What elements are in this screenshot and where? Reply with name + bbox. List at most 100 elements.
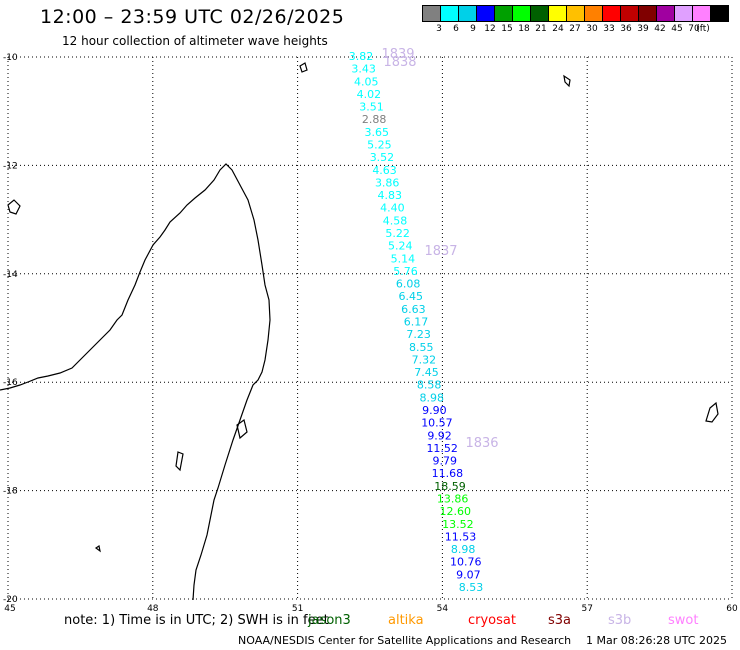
legend-tick-label: 12 [484, 24, 496, 34]
credit-text: NOAA/NESDIS Center for Satellite Applica… [238, 634, 572, 647]
wave-height-label: 3.51 [359, 101, 384, 114]
map-grid [7, 56, 733, 600]
wave-height-label: 6.08 [396, 278, 421, 291]
lon-label: 51 [292, 604, 303, 614]
wave-height-label: 4.40 [380, 202, 405, 215]
wave-height-label: 2.88 [362, 113, 387, 126]
legend-swatch [567, 5, 585, 22]
mission-label: s3b [608, 613, 632, 628]
legend-swatch [495, 5, 513, 22]
wave-height-label: 7.45 [414, 366, 439, 379]
track-time-label: 1838 [383, 55, 416, 70]
wave-height-label: 5.24 [388, 240, 413, 253]
lat-label: -12 [3, 161, 18, 171]
color-legend: 3 6 9 12 15 18 21 24 27 30 33 36 39 42 45 70 (ft) [422, 5, 729, 34]
legend-tick-label: (ft) [696, 24, 710, 34]
wave-height-label: 8.55 [409, 341, 434, 354]
legend-tick-label: 15 [501, 24, 513, 34]
wave-height-label: 4.05 [354, 75, 379, 88]
mission-label: swot [668, 613, 699, 628]
wave-height-label: 3.43 [351, 63, 376, 76]
wave-height-label: 6.17 [404, 316, 429, 329]
islet-1 [7, 199, 21, 215]
legend-tick-label: 24 [552, 24, 564, 34]
wave-height-label: 9.90 [422, 404, 447, 417]
lon-label: 57 [581, 604, 592, 614]
coastline [0, 62, 719, 601]
wave-height-label: 9.79 [433, 455, 458, 468]
wave-height-label: 4.63 [372, 164, 397, 177]
legend-tick-label: 42 [654, 24, 666, 34]
wave-height-label: 10.57 [421, 417, 453, 430]
map-title: 12:00 – 23:59 UTC 02/26/2025 [40, 6, 345, 28]
mission-label: cryosat [468, 613, 516, 628]
lon-label: 54 [437, 604, 449, 614]
legend-tick-label: 21 [535, 24, 547, 34]
legend-swatch [422, 5, 441, 22]
track-time-label: 1839 [381, 47, 414, 62]
legend-swatch [711, 5, 729, 22]
wave-height-label: 8.58 [417, 379, 442, 392]
legend-swatch [639, 5, 657, 22]
wave-height-label: 13.52 [442, 518, 474, 531]
track-time-label: 1836 [465, 436, 498, 451]
legend-tick-label: 39 [637, 24, 649, 34]
wave-height-label: 12.60 [440, 505, 472, 518]
wave-height-label: 7.32 [412, 353, 437, 366]
legend-tick-label: 6 [453, 24, 459, 34]
lon-label: 60 [726, 604, 738, 614]
islet-2 [236, 418, 248, 440]
lon-label: 45 [4, 604, 15, 614]
wave-height-label: 9.92 [427, 429, 452, 442]
legend-tick-label: 70 [688, 24, 700, 34]
legend-tick-label: 27 [569, 24, 581, 34]
islet-3 [175, 451, 184, 472]
mission-label: jason3 [308, 613, 351, 628]
lat-label: -16 [3, 378, 18, 388]
legend-swatch [621, 5, 639, 22]
legend-swatch [675, 5, 693, 22]
wave-height-label: 3.86 [375, 176, 400, 189]
wave-height-label: 5.25 [367, 139, 392, 152]
legend-swatch [441, 5, 459, 22]
wave-height-label: 6.63 [401, 303, 426, 316]
wave-height-label: 4.02 [357, 88, 382, 101]
map-subtitle: 12 hour collection of altimeter wave hei… [62, 34, 328, 48]
lon-label: 48 [147, 604, 159, 614]
mission-label: s3a [548, 613, 572, 628]
legend-ticks: 3 6 9 12 15 18 21 24 27 30 33 36 39 42 45 70 (ft) [422, 22, 729, 34]
legend-tick-label: 33 [603, 24, 615, 34]
wave-height-label: 6.45 [399, 290, 424, 303]
legend-swatch [477, 5, 495, 22]
wave-height-label: 5.22 [385, 227, 410, 240]
wave-height-label: 5.14 [391, 252, 416, 265]
legend-tick-label: 45 [671, 24, 683, 34]
wave-height-label: 3.82 [349, 50, 374, 63]
islet-4 [299, 62, 308, 73]
wave-height-label: 8.98 [419, 391, 444, 404]
wave-height-label: 5.76 [393, 265, 418, 278]
legend-tick-label: 30 [586, 24, 598, 34]
wave-height-label: 4.83 [378, 189, 403, 202]
legend-tick-label: 36 [620, 24, 632, 34]
wave-height-label: 11.52 [426, 442, 458, 455]
wave-height-label: 11.68 [432, 467, 464, 480]
lat-label: -20 [3, 595, 18, 605]
islet-7 [94, 545, 101, 553]
legend-tick-label: 3 [436, 24, 442, 34]
wave-height-label: 8.98 [451, 543, 476, 556]
wave-height-label: 8.53 [459, 581, 484, 594]
islet-5 [563, 74, 571, 88]
lat-label: -14 [3, 270, 18, 280]
wave-height-label: 10.76 [450, 556, 482, 569]
legend-swatch [657, 5, 675, 22]
madagascar-coastline [0, 163, 271, 601]
legend-swatch [585, 5, 603, 22]
wave-height-label: 13.86 [437, 493, 469, 506]
legend-swatches [422, 5, 729, 22]
legend-tick-label: 9 [470, 24, 476, 34]
wave-height-label: 11.53 [445, 530, 477, 543]
wave-height-label: 3.65 [364, 126, 389, 139]
